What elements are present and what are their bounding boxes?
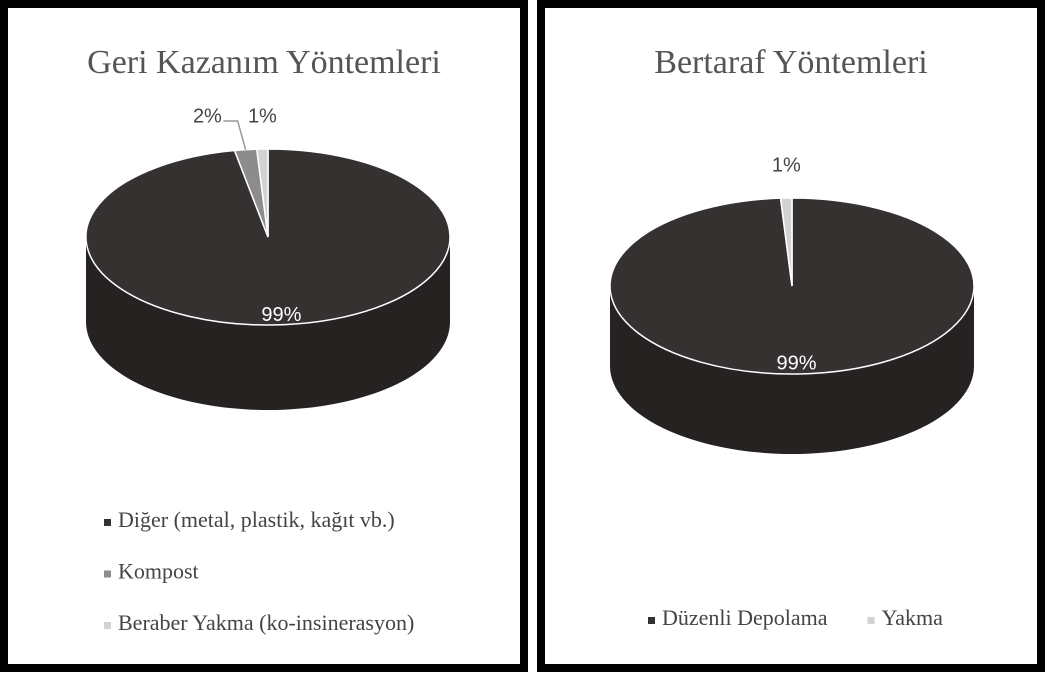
value-label: 1%	[248, 105, 277, 127]
legend-label: Yakma	[882, 605, 944, 630]
slice-side	[86, 237, 450, 410]
legend-marker	[867, 617, 875, 624]
slice	[255, 148, 269, 238]
value-label: 99%	[261, 304, 301, 326]
legend-label: Diğer (metal, plastik, kağıt vb.)	[118, 507, 395, 532]
legend-marker	[104, 622, 111, 629]
slice-side	[610, 286, 974, 454]
legend-marker	[104, 519, 111, 526]
legend-marker	[648, 617, 655, 624]
legend-label: Düzenli Depolama	[662, 605, 828, 630]
slice	[779, 197, 793, 287]
value-label: 1%	[772, 154, 801, 176]
legend-label: Kompost	[118, 559, 199, 584]
chart-title: Bertaraf Yöntemleri	[654, 44, 927, 81]
legend-label: Beraber Yakma (ko-insinerasyon)	[118, 610, 414, 635]
leader-line	[223, 120, 247, 150]
value-label: 2%	[193, 105, 222, 127]
chart-title: Geri Kazanım Yöntemleri	[87, 44, 441, 81]
value-label: 99%	[777, 353, 817, 375]
legend-marker	[104, 570, 111, 578]
